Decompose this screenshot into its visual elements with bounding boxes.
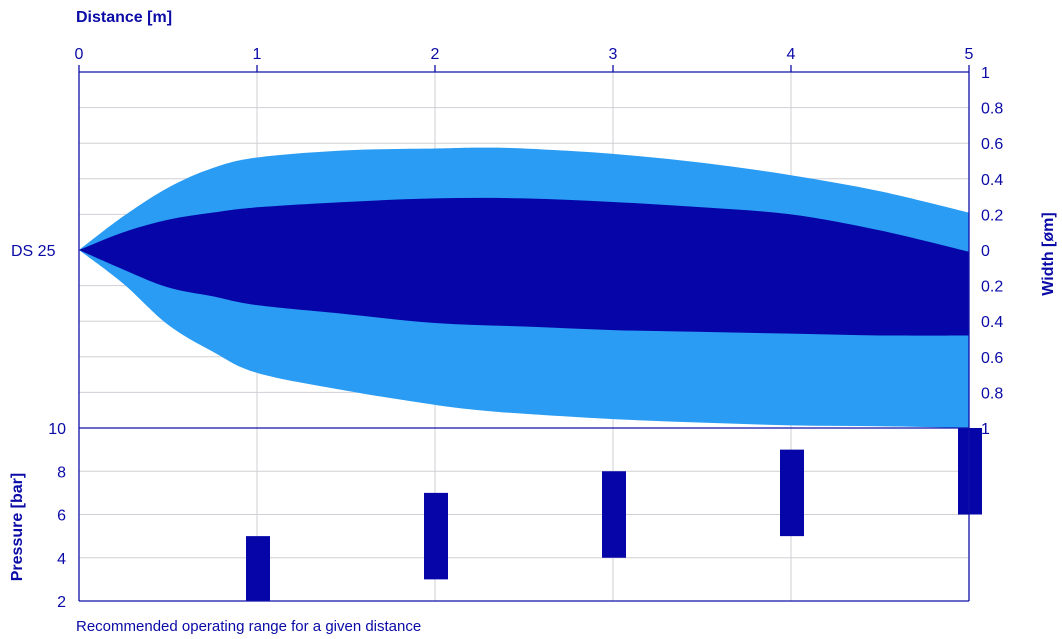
x-tick-label: 4 xyxy=(787,46,796,63)
width-tick-label: 0.8 xyxy=(981,385,1003,402)
pressure-range-bar xyxy=(246,536,270,601)
x-tick-label: 2 xyxy=(431,46,440,63)
pressure-tick-label: 2 xyxy=(57,594,66,611)
width-tick-label: 0.6 xyxy=(981,350,1003,367)
width-tick-label: 0 xyxy=(981,243,990,260)
pressure-range-bar xyxy=(958,428,982,515)
width-tick-label: 0.8 xyxy=(981,101,1003,118)
pressure-tick-label: 6 xyxy=(57,508,66,525)
x-tick-label: 0 xyxy=(75,46,84,63)
x-axis-title: Distance [m] xyxy=(76,9,172,26)
x-tick-label: 1 xyxy=(253,46,262,63)
pressure-tick-label: 8 xyxy=(57,464,66,481)
width-tick-label: 1 xyxy=(981,65,990,82)
axes xyxy=(78,65,970,602)
pressure-range-bar xyxy=(780,449,804,537)
footnote: Recommended operating range for a given … xyxy=(76,618,421,635)
pressure-bars xyxy=(246,428,982,601)
width-axis-title: Width [øm] xyxy=(1040,212,1057,295)
series-label: DS 25 xyxy=(11,243,56,260)
pressure-axis-title: Pressure [bar] xyxy=(9,473,26,582)
pressure-range-bar xyxy=(424,492,448,580)
pressure-tick-label: 10 xyxy=(48,421,66,438)
width-tick-label: 0.4 xyxy=(981,314,1003,331)
width-tick-label: 0.2 xyxy=(981,279,1003,296)
x-tick-label: 3 xyxy=(609,46,618,63)
width-tick-label: 1 xyxy=(981,421,990,438)
width-tick-label: 0.4 xyxy=(981,172,1003,189)
width-tick-label: 0.6 xyxy=(981,136,1003,153)
pressure-tick-label: 4 xyxy=(57,551,66,568)
width-tick-label: 0.2 xyxy=(981,207,1003,224)
x-tick-label: 5 xyxy=(965,46,974,63)
pressure-range-bar xyxy=(602,471,626,558)
inner-spray-band xyxy=(79,197,969,336)
spray-bands xyxy=(79,147,969,428)
